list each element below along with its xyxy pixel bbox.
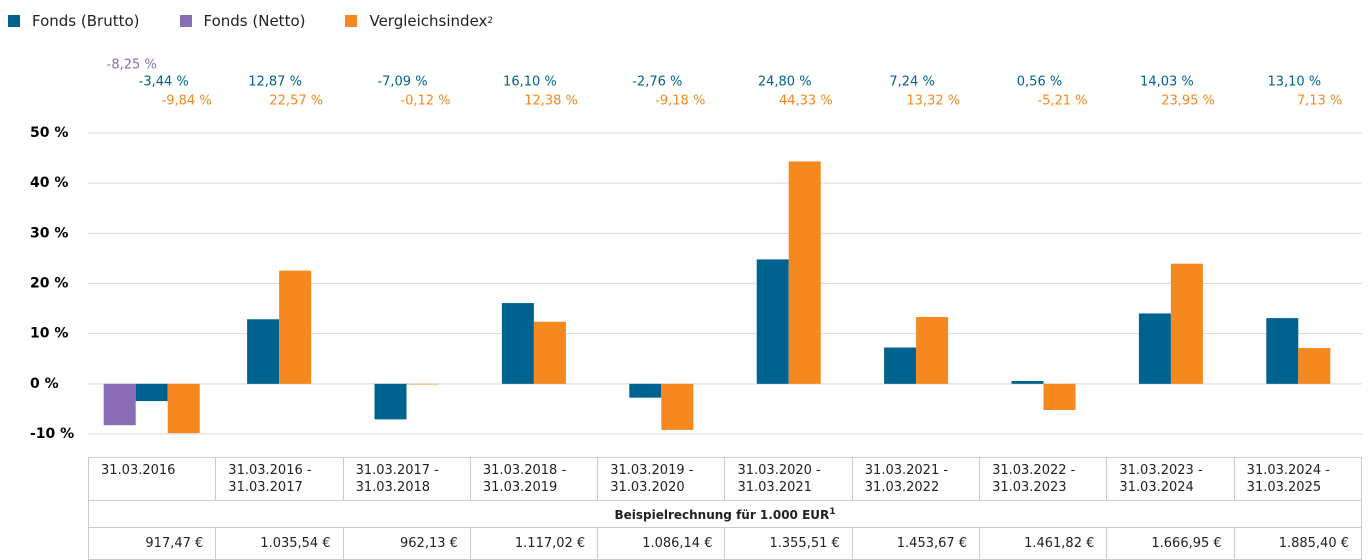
period-cell: 31.03.2024 - 31.03.2025 [1233, 457, 1363, 501]
legend-footnote: 2 [487, 16, 494, 26]
period-cell: 31.03.2020 - 31.03.2021 [724, 457, 853, 501]
amount-row: 917,47 €1.035,54 €962,13 €1.117,02 €1.08… [87, 527, 1363, 560]
legend: Fonds (Brutto) Fonds (Netto) Vergleichsind… [8, 12, 533, 30]
value-label: -9,18 % [655, 94, 705, 109]
legend-label: Vergleichsindex [369, 12, 488, 30]
period-cell: 31.03.2023 - 31.03.2024 [1106, 457, 1235, 501]
legend-swatch [8, 15, 20, 27]
value-label: 24,80 % [758, 75, 812, 90]
y-tick-label: -10 % [30, 426, 74, 442]
value-label: 12,38 % [524, 94, 578, 109]
bar [533, 321, 566, 384]
value-label: 13,10 % [1267, 75, 1321, 90]
bar [167, 383, 200, 434]
bar [406, 383, 439, 385]
value-label: 7,24 % [889, 75, 934, 90]
period-row: 31.03.2016 31.03.2016 - 31.03.2017 31.03.2… [87, 457, 1363, 501]
chart: -10 % 0 % 10 % 20 % 30 % 40 % 50 % -8,25 % -3,44… [30, 58, 1362, 442]
bar [1138, 313, 1171, 384]
value-label: 12,87 % [248, 75, 302, 90]
y-tick-label: 20 % [30, 276, 68, 292]
caption-footnote: 1 [829, 507, 836, 517]
bar [1043, 383, 1076, 410]
value-label: 14,03 % [1140, 75, 1194, 90]
y-tick-label: 40 % [30, 175, 68, 191]
bar [661, 383, 694, 430]
bar [247, 319, 280, 384]
caption-row: Beispielrechnung für 1.000 EUR1 [88, 500, 1362, 528]
value-label: 0,56 % [1017, 75, 1062, 90]
legend-swatch [179, 15, 192, 27]
value-label: -7,09 % [377, 75, 427, 90]
period-cell: 31.03.2022 - 31.03.2023 [979, 457, 1108, 501]
bar [788, 161, 821, 384]
value-label: -2,76 % [632, 75, 682, 90]
value-label: -0,12 % [400, 94, 450, 109]
amount-cell: 1.453,67 € [851, 527, 981, 560]
caption: Beispielrechnung für 1.000 EUR [614, 508, 830, 522]
bar [1011, 381, 1044, 384]
amount-cell: 1.885,40 € [1233, 527, 1363, 560]
value-label: 44,33 % [779, 94, 833, 109]
legend-item: Fonds (Netto) [179, 12, 306, 30]
bar [501, 303, 534, 384]
bar [884, 347, 917, 384]
y-tick-label: 30 % [30, 225, 68, 241]
legend-item: Fonds (Brutto) [8, 12, 140, 30]
value-label: -5,21 % [1037, 94, 1087, 109]
amount-cell: 1.035,54 € [215, 527, 344, 560]
bar [756, 259, 789, 384]
y-tick-label: 50 % [30, 125, 68, 141]
amount-cell: 1.461,82 € [979, 527, 1108, 560]
legend-item: Vergleichsindex 2 [345, 12, 493, 30]
period-cell: 31.03.2019 - 31.03.2020 [597, 457, 726, 501]
period-cell: 31.03.2016 - 31.03.2017 [215, 457, 344, 501]
bar [374, 383, 407, 420]
amount-cell: 1.666,95 € [1106, 527, 1235, 560]
bar [1298, 348, 1331, 384]
legend-label: Fonds (Brutto) [32, 12, 140, 30]
period-cell: 31.03.2021 - 31.03.2022 [851, 457, 981, 501]
bar [1170, 263, 1203, 384]
period-cell: 31.03.2018 - 31.03.2019 [469, 457, 599, 501]
period-cell: 31.03.2017 - 31.03.2018 [342, 457, 471, 501]
legend-label: Fonds (Netto) [203, 12, 306, 30]
amount-cell: 1.355,51 € [724, 527, 853, 560]
period-cell: 31.03.2016 [87, 457, 217, 501]
value-label: -8,25 % [107, 58, 157, 73]
data-table: 31.03.2016 31.03.2016 - 31.03.2017 31.03.2… [87, 457, 1363, 560]
amount-cell: 1.117,02 € [469, 527, 599, 560]
bar [629, 383, 662, 398]
amount-cell: 962,13 € [342, 527, 471, 560]
value-label: 22,57 % [269, 94, 323, 109]
amount-cell: 917,47 € [87, 527, 217, 560]
bar [916, 317, 949, 384]
y-tick-label: 0 % [30, 376, 59, 392]
value-label: 23,95 % [1161, 94, 1215, 109]
value-label: -3,44 % [139, 75, 189, 90]
value-label: -9,84 % [162, 94, 212, 109]
bar [279, 270, 312, 384]
value-label: 13,32 % [906, 94, 960, 109]
value-label: 7,13 % [1297, 94, 1342, 109]
bar [135, 383, 168, 402]
bar [103, 383, 136, 426]
legend-swatch [345, 15, 358, 27]
bar [1266, 318, 1299, 384]
y-tick-label: 10 % [30, 326, 68, 342]
caption-cell: Beispielrechnung für 1.000 EUR1 [88, 500, 1362, 528]
value-label: 16,10 % [503, 75, 557, 90]
amount-cell: 1.086,14 € [597, 527, 726, 560]
